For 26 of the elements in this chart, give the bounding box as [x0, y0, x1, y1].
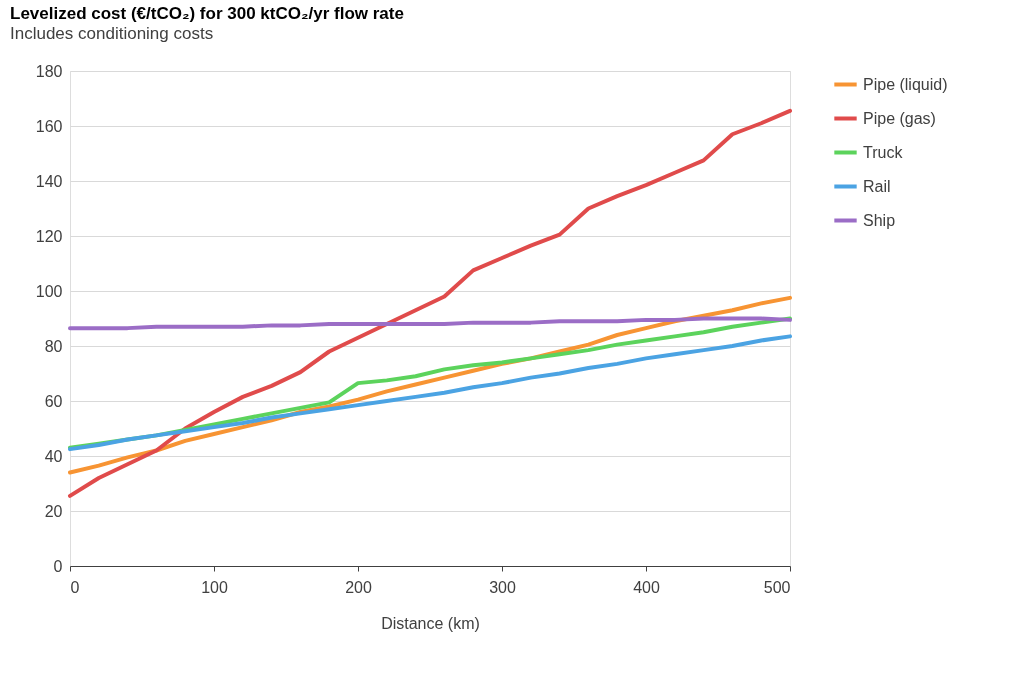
legend-label: Rail [863, 177, 891, 195]
chart-subtitle: Includes conditioning costs [10, 24, 214, 43]
y-tick-label: 180 [35, 62, 63, 80]
y-tick-label: 20 [44, 502, 63, 520]
x-axis-title: Distance (km) [381, 614, 480, 632]
x-tick-label: 100 [201, 578, 228, 596]
line-series [68, 108, 792, 498]
chart-title: Levelized cost (€/tCO₂) for 300 ktCO₂/yr flow rate [10, 4, 404, 23]
y-tick-label: 60 [44, 392, 63, 410]
x-tick-label: 400 [633, 578, 660, 596]
line-series [68, 316, 792, 331]
y-tick-label: 120 [35, 227, 63, 245]
legend-label: Pipe (liquid) [863, 75, 948, 93]
legend-label: Pipe (gas) [863, 109, 936, 127]
y-tick-label: 0 [53, 557, 63, 575]
y-tick-label: 100 [35, 282, 63, 300]
y-tick-label: 40 [44, 447, 63, 465]
x-tick-label: 0 [70, 578, 80, 596]
y-tick-label: 160 [35, 117, 63, 135]
legend-label: Truck [863, 143, 904, 161]
y-tick-label: 80 [44, 337, 63, 355]
legend-label: Ship [863, 211, 896, 229]
x-tick-label: 300 [489, 578, 516, 596]
y-tick-label: 140 [35, 172, 63, 190]
x-tick-label: 200 [345, 578, 372, 596]
x-tick-label: 500 [763, 578, 791, 596]
